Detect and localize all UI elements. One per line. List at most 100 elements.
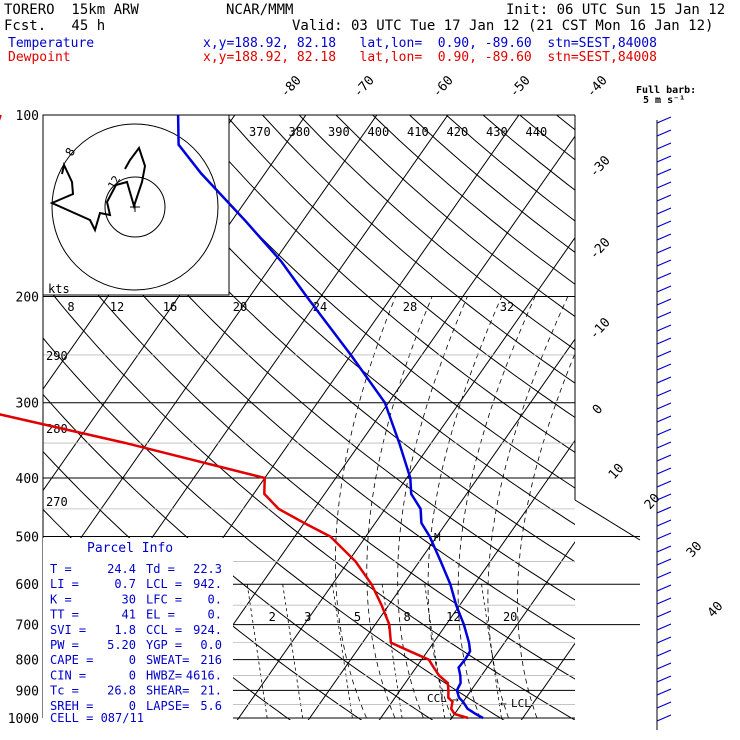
parcel-info-value: 0 (129, 699, 136, 713)
dewpoint-legend: Dewpoint (8, 50, 71, 65)
lcl-marker: LCL (511, 697, 531, 710)
moist-adiabat (427, 296, 503, 719)
theta-label: 430 (486, 125, 508, 139)
temperature-trace (176, 114, 484, 720)
wind-barb (656, 194, 672, 202)
isotherm-line (520, 642, 575, 720)
wind-barb (656, 246, 672, 254)
forecast-hour: Fcst. 45 h (4, 18, 106, 34)
wind-barb (656, 324, 672, 332)
dry-adiabat (225, 115, 575, 419)
pressure-tick-label: 700 (16, 619, 39, 634)
parcel-info-value: 22.3 (193, 562, 222, 576)
wind-barb (656, 701, 672, 709)
parcel-info-value: YGP = (146, 638, 182, 652)
theta-label: 390 (328, 125, 350, 139)
mixing-ratio-line (246, 584, 268, 719)
parcel-info-value: 1.8 (114, 623, 136, 637)
parcel-info-value: CAPE = (50, 653, 93, 667)
wind-barb (656, 623, 672, 631)
wind-barbs (656, 116, 672, 730)
wind-barb (656, 584, 672, 592)
wind-barb (656, 116, 672, 124)
mixing-ratio-line (332, 584, 353, 719)
barb-key-units: 5 m s⁻¹ (643, 95, 685, 106)
wind-barb (656, 649, 672, 657)
wind-barb (656, 350, 672, 358)
wind-barb (656, 285, 672, 293)
parcel-info-value: LCL = (146, 577, 182, 591)
wind-barb (656, 402, 672, 410)
wind-barb (656, 259, 672, 267)
wind-barb (656, 168, 672, 176)
pressure-axis-labels: 100 200 300 400 500 600 700 800 900 1000 (8, 109, 39, 727)
mixing-ratio-label: 3 (304, 610, 311, 624)
wind-barb (656, 545, 672, 553)
pressure-tick-label: 400 (16, 472, 39, 487)
isotherm-line (43, 115, 307, 492)
mixing-ratio-label: 5 (354, 610, 361, 624)
parcel-info-value: TT = (50, 608, 79, 622)
wind-speed-label: 20 (233, 300, 247, 314)
wind-barb (656, 376, 672, 384)
parcel-info-value: 26.8 (107, 684, 136, 698)
moist-adiabat (366, 296, 433, 719)
mixing-ratio-label: 12 (446, 610, 460, 624)
isotherm-line (43, 115, 378, 593)
wind-barb (656, 233, 672, 241)
theta-label: 420 (447, 125, 469, 139)
wind-barb (656, 272, 672, 280)
wind-barb (656, 363, 672, 371)
wind-speed-ruler: 8 12 16 20 24 28 32 (67, 300, 514, 314)
wind-barb (656, 298, 672, 306)
valid-time: Valid: 03 UTC Tue 17 Jan 12 (21 CST Mon … (292, 18, 714, 34)
isotherm-line (236, 236, 575, 720)
mixing-ratio-line (481, 584, 502, 719)
wind-speed-label: 16 (163, 300, 177, 314)
isotherm-tick-label: -20 (587, 235, 614, 262)
parcel-info-value: 0. (208, 592, 222, 606)
isotherm-line (449, 541, 575, 720)
dry-adiabat (298, 115, 575, 351)
isotherm-tick-label: -70 (351, 73, 378, 100)
parcel-info-panel: Parcel Info T = 24.4 Td = 22.3 LI = 0.7 LCL = 9… (43, 538, 233, 725)
parcel-info-value: 0 (129, 668, 136, 682)
pressure-tick-label: 300 (16, 397, 39, 412)
pressure-tick-label: 500 (16, 530, 39, 545)
theta-label: 440 (526, 125, 548, 139)
temperature-station-info: x,y=188.92, 82.18 lat,lon= 0.90, -89.60 … (203, 36, 657, 51)
isotherm-tick-label: -80 (278, 73, 305, 100)
isotherm-line (307, 338, 575, 720)
isotherm-line (656, 87, 740, 730)
m-marker: M (434, 531, 441, 544)
parcel-info-value: 0.7 (114, 577, 136, 591)
mixing-ratio-labels: 2 3 5 8 12 20 (269, 610, 518, 624)
wind-barb (656, 532, 672, 540)
parcel-info-value: SREH = (50, 699, 93, 713)
mixing-ratio-label: 8 (404, 610, 411, 624)
isotherm-tick-label: 0 (590, 402, 606, 418)
wind-barb (656, 636, 672, 644)
wind-barb (656, 597, 672, 605)
wind-barb (656, 493, 672, 501)
parcel-info-value: 0 (129, 653, 136, 667)
parcel-info-value: CIN = (50, 668, 86, 682)
wind-barb (656, 662, 672, 670)
pressure-tick-label: 600 (16, 578, 39, 593)
isotherm-line (165, 135, 575, 720)
wind-barb (656, 142, 672, 150)
mixing-ratio-label: 20 (503, 610, 517, 624)
parcel-info-value: Td = (146, 562, 175, 576)
parcel-info-value: K = (50, 592, 72, 606)
parcel-info-value: 924. (193, 623, 222, 637)
parcel-info-value: T = (50, 562, 72, 576)
dewpoint-trace (0, 114, 469, 720)
dry-adiabat (555, 115, 575, 131)
parcel-info-value: CCL = (146, 623, 182, 637)
wind-speed-label: 12 (110, 300, 124, 314)
wind-barb (656, 467, 672, 475)
mixing-ratio-line (381, 584, 403, 719)
isotherm-tick-label: -40 (584, 73, 611, 100)
